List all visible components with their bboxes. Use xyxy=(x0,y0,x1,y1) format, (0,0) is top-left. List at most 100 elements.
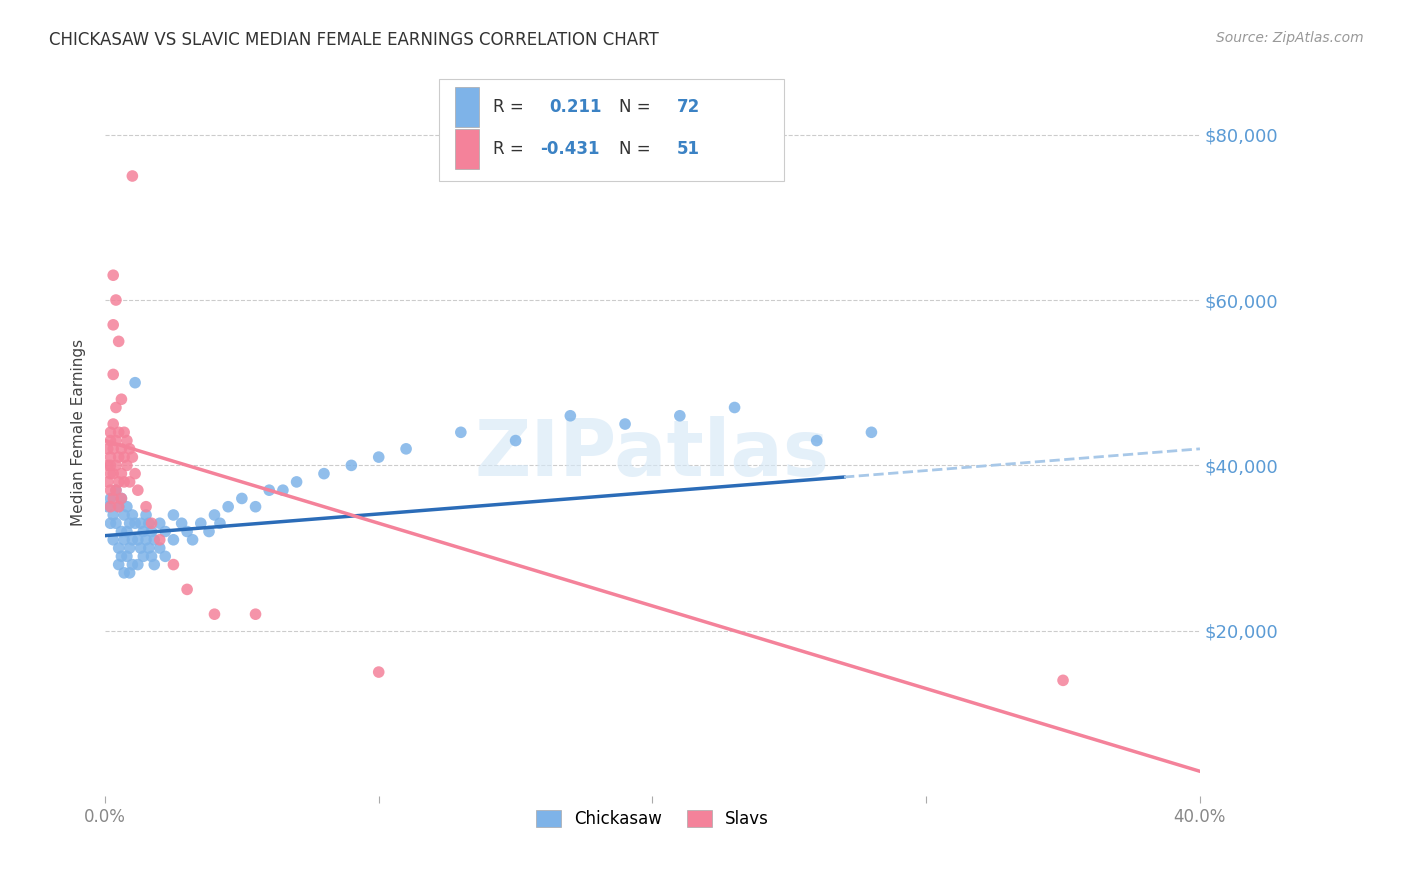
Legend: Chickasaw, Slavs: Chickasaw, Slavs xyxy=(529,804,776,835)
Point xyxy=(107,558,129,572)
Point xyxy=(614,417,637,431)
Point xyxy=(103,368,125,382)
Point xyxy=(181,533,204,547)
Point xyxy=(118,475,141,489)
Point xyxy=(107,334,129,349)
Point xyxy=(141,516,163,531)
Point xyxy=(110,467,132,481)
Point xyxy=(112,533,135,547)
Point xyxy=(245,500,267,514)
Point xyxy=(97,442,120,456)
Point xyxy=(103,508,125,522)
Point xyxy=(155,549,177,564)
Point xyxy=(149,533,172,547)
Point xyxy=(100,500,122,514)
Point xyxy=(198,524,221,539)
Point xyxy=(104,516,127,531)
Point xyxy=(124,376,146,390)
Point xyxy=(107,500,129,514)
Point xyxy=(560,409,582,423)
Point xyxy=(104,483,127,498)
Point xyxy=(141,524,163,539)
Point xyxy=(143,533,166,547)
Text: N =: N = xyxy=(619,98,655,116)
Point xyxy=(103,467,125,481)
Point xyxy=(132,549,155,564)
Point xyxy=(115,500,138,514)
Point xyxy=(127,533,149,547)
Y-axis label: Median Female Earnings: Median Female Earnings xyxy=(72,339,86,526)
Point xyxy=(231,491,253,506)
Point xyxy=(107,500,129,514)
Text: 72: 72 xyxy=(676,98,700,116)
Point xyxy=(100,425,122,440)
Point xyxy=(118,442,141,456)
Point xyxy=(121,533,143,547)
Point xyxy=(312,467,335,481)
Text: ZIPatlas: ZIPatlas xyxy=(475,417,830,492)
Point xyxy=(110,392,132,407)
Point xyxy=(245,607,267,622)
Point xyxy=(340,458,363,473)
Point xyxy=(103,533,125,547)
Point xyxy=(97,458,120,473)
Point xyxy=(149,516,172,531)
Point xyxy=(138,516,160,531)
Point xyxy=(97,500,120,514)
Point xyxy=(97,475,120,489)
Point xyxy=(135,533,157,547)
Point xyxy=(100,434,122,448)
Point xyxy=(257,483,280,498)
Point xyxy=(104,483,127,498)
Point xyxy=(135,508,157,522)
Point xyxy=(127,558,149,572)
Point xyxy=(176,524,198,539)
Point xyxy=(505,434,527,448)
Point xyxy=(107,541,129,555)
Point xyxy=(100,467,122,481)
Point xyxy=(110,524,132,539)
Text: CHICKASAW VS SLAVIC MEDIAN FEMALE EARNINGS CORRELATION CHART: CHICKASAW VS SLAVIC MEDIAN FEMALE EARNIN… xyxy=(49,31,659,49)
Point xyxy=(127,483,149,498)
Point xyxy=(100,491,122,506)
Bar xyxy=(456,128,479,169)
Point xyxy=(132,524,155,539)
Point xyxy=(104,434,127,448)
Point xyxy=(107,475,129,489)
Point xyxy=(162,558,184,572)
Point xyxy=(112,508,135,522)
Point xyxy=(204,508,226,522)
Point xyxy=(271,483,294,498)
Point xyxy=(115,549,138,564)
Point xyxy=(115,524,138,539)
Point xyxy=(204,607,226,622)
Point xyxy=(118,516,141,531)
Point xyxy=(208,516,231,531)
Point xyxy=(110,442,132,456)
Point xyxy=(118,541,141,555)
Point xyxy=(669,409,692,423)
Point xyxy=(124,516,146,531)
Point xyxy=(103,417,125,431)
Text: N =: N = xyxy=(619,139,655,158)
Point xyxy=(112,566,135,580)
Point xyxy=(107,425,129,440)
Point xyxy=(367,665,389,679)
Point xyxy=(115,458,138,473)
Point xyxy=(103,318,125,332)
Point xyxy=(118,566,141,580)
Point xyxy=(100,458,122,473)
Bar xyxy=(456,87,479,127)
Point xyxy=(149,541,172,555)
Point xyxy=(121,169,143,183)
Point xyxy=(100,450,122,464)
Point xyxy=(285,475,308,489)
Point xyxy=(190,516,212,531)
Point xyxy=(806,434,828,448)
Point xyxy=(103,491,125,506)
Point xyxy=(860,425,883,440)
Point xyxy=(1052,673,1074,688)
Point xyxy=(176,582,198,597)
Point xyxy=(104,401,127,415)
Point xyxy=(138,541,160,555)
